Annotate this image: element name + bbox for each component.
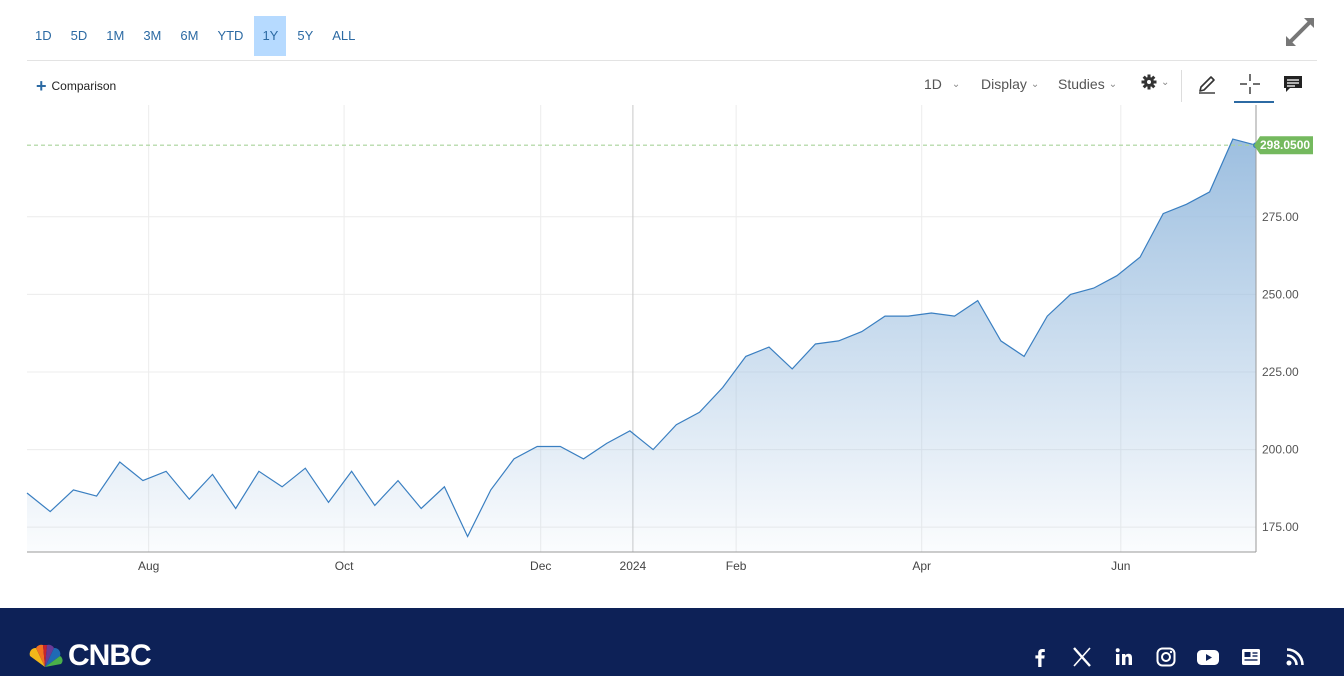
toolbar-divider (27, 60, 1317, 61)
instagram-icon[interactable] (1155, 646, 1177, 668)
footer (0, 608, 1344, 676)
comparison-label: Comparison (51, 79, 117, 93)
chevron-down-icon: ⌄ (1108, 78, 1118, 90)
comparison-button[interactable]: + Comparison (36, 76, 117, 96)
x-tick-label: 2024 (620, 559, 647, 573)
settings-dropdown[interactable]: ⌄ (1141, 74, 1169, 90)
youtube-icon[interactable] (1196, 646, 1220, 668)
peacock-icon (29, 644, 63, 667)
logo-text: CNBC (68, 639, 152, 672)
range-selector: 1D 5D 1M 3M 6M YTD 1Y 5Y ALL (27, 16, 366, 56)
price-area (27, 139, 1256, 552)
chevron-down-icon: ⌄ (951, 78, 961, 90)
range-button-6m[interactable]: 6M (180, 28, 199, 43)
y-tick-label: 275.00 (1262, 210, 1299, 224)
interval-dropdown[interactable]: 1D ⌄ (924, 76, 960, 92)
rss-icon[interactable] (1284, 646, 1306, 668)
y-tick-label: 225.00 (1262, 365, 1299, 379)
x-tick-label: Dec (530, 559, 551, 573)
gear-icon (1141, 74, 1157, 90)
display-dropdown[interactable]: Display ⌄ (981, 76, 1039, 92)
linkedin-icon[interactable] (1113, 646, 1135, 668)
crosshair-icon[interactable] (1238, 72, 1262, 96)
range-button-1d[interactable]: 1D (35, 28, 52, 43)
last-price-tag (1254, 136, 1313, 155)
studies-label: Studies (1058, 76, 1105, 92)
chevron-down-icon: ⌄ (1161, 76, 1170, 88)
range-button-5y[interactable]: 5Y (297, 28, 314, 43)
news-icon[interactable] (1240, 646, 1262, 668)
y-tick-label: 175.00 (1262, 520, 1299, 534)
range-button-all[interactable]: ALL (332, 28, 356, 43)
interval-label: 1D (924, 76, 942, 92)
range-button-1y[interactable]: 1Y (254, 16, 287, 56)
cnbc-logo[interactable]: CNBC (26, 639, 152, 672)
facebook-icon[interactable] (1029, 646, 1051, 668)
x-tick-label: Aug (138, 559, 159, 573)
pencil-icon[interactable] (1195, 72, 1219, 96)
toolbar-separator (1181, 70, 1182, 102)
x-tick-label: Jun (1111, 559, 1130, 573)
price-line (26, 138, 1257, 538)
range-button-5d[interactable]: 5D (70, 28, 88, 43)
range-button-3m[interactable]: 3M (143, 28, 162, 43)
x-tick-label: Oct (335, 559, 354, 573)
comment-icon[interactable] (1281, 72, 1305, 96)
x-icon[interactable] (1071, 646, 1093, 668)
expand-icon[interactable] (1282, 14, 1318, 50)
range-button-1m[interactable]: 1M (106, 28, 125, 43)
price-chart[interactable]: 175.00 200.00 225.00 250.00 275.00 Aug Oct Dec 2… (0, 100, 1344, 580)
display-label: Display (981, 76, 1027, 92)
studies-dropdown[interactable]: Studies ⌄ (1058, 76, 1117, 92)
chevron-down-icon: ⌄ (1030, 78, 1040, 90)
range-button-ytd[interactable]: YTD (217, 28, 244, 43)
x-tick-label: Apr (912, 559, 931, 573)
last-price-label: 298.0500 (1260, 138, 1310, 152)
crosshair-active-indicator (1234, 101, 1274, 103)
y-tick-label: 250.00 (1262, 287, 1299, 301)
plus-icon: + (36, 76, 47, 96)
y-tick-label: 200.00 (1262, 443, 1299, 457)
x-tick-label: Feb (726, 559, 747, 573)
